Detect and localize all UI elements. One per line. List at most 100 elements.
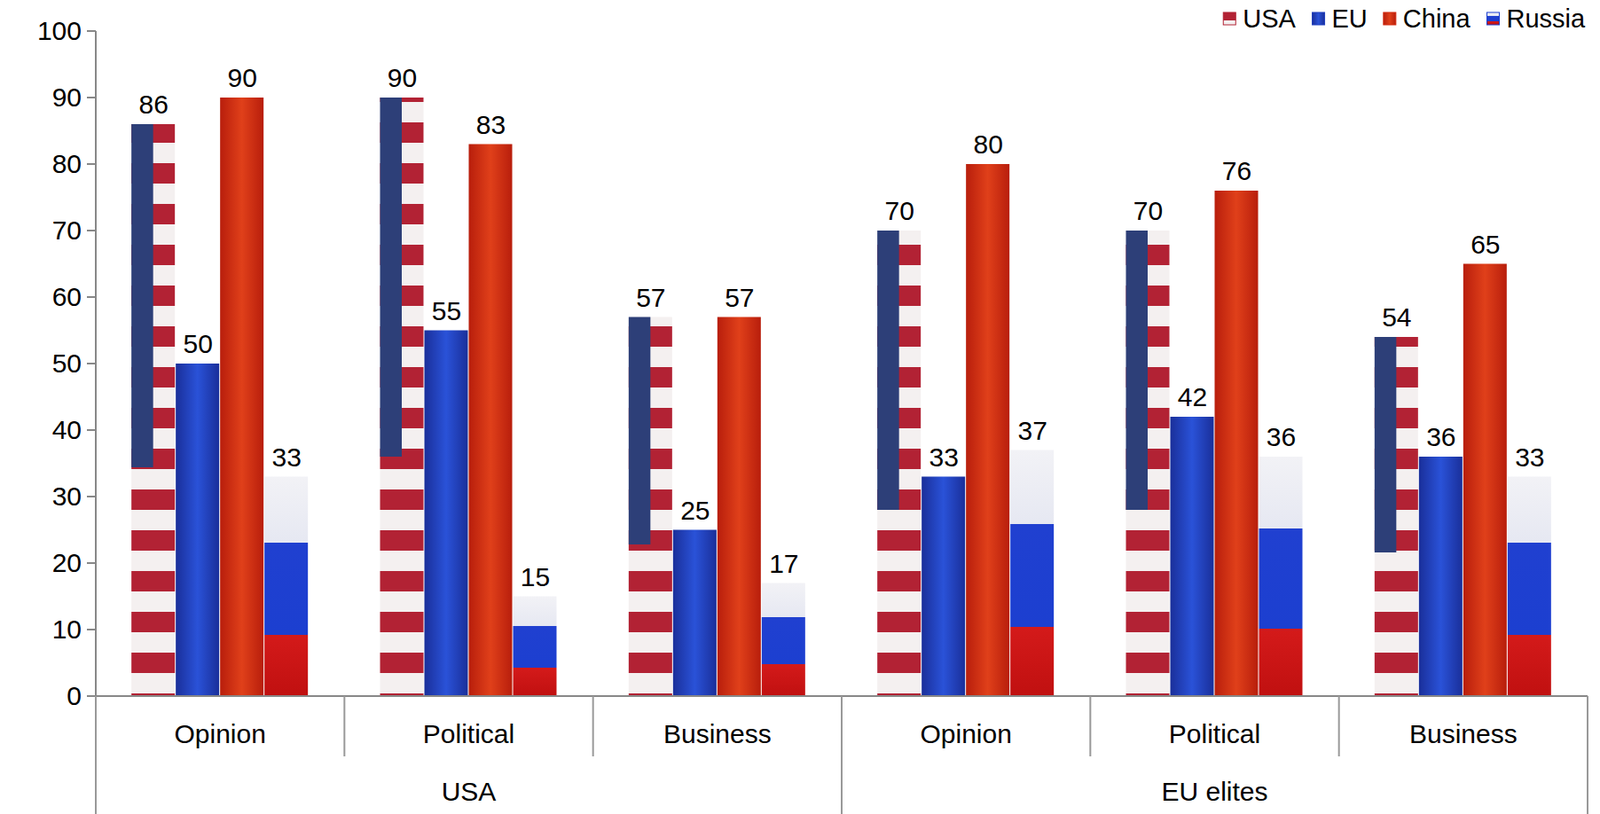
flag-canton xyxy=(1374,337,1397,553)
bar xyxy=(877,230,921,697)
legend: USA EU China Russia xyxy=(1223,4,1586,33)
data-label: 70 xyxy=(1133,196,1163,226)
bar xyxy=(1010,450,1054,698)
bar xyxy=(761,583,806,698)
bar xyxy=(1374,337,1419,697)
bar xyxy=(513,596,557,698)
data-label: 33 xyxy=(271,442,301,472)
bar xyxy=(717,317,761,698)
bar xyxy=(1215,190,1259,697)
category-separator xyxy=(94,696,97,814)
y-tick-label: 80 xyxy=(52,149,82,179)
category-separator xyxy=(1586,696,1589,814)
x-tick-label: Opinion xyxy=(173,719,266,749)
bar xyxy=(131,124,175,697)
data-label: 57 xyxy=(635,282,666,313)
y-tick xyxy=(86,429,96,432)
legend-swatch xyxy=(1383,12,1397,25)
y-tick-label: 0 xyxy=(66,681,82,711)
bars xyxy=(131,97,1552,697)
y-tick-label: 90 xyxy=(52,82,82,112)
bar xyxy=(1507,477,1552,698)
flag-canton xyxy=(877,230,900,510)
flag-canton xyxy=(380,97,403,457)
category-separator xyxy=(343,696,346,757)
x-tick-label: Opinion xyxy=(919,719,1012,749)
x-tick-label: Political xyxy=(423,719,515,749)
bar xyxy=(1419,456,1463,697)
category-separator xyxy=(592,696,595,757)
y-tick xyxy=(86,628,96,631)
legend-swatch xyxy=(1223,12,1236,25)
data-label: 36 xyxy=(1266,422,1296,452)
y-tick-label: 70 xyxy=(52,215,82,245)
y-tick xyxy=(86,495,96,498)
bar xyxy=(921,477,965,698)
y-tick xyxy=(86,229,96,232)
x-tick-label: Business xyxy=(663,719,772,749)
legend-label: EU xyxy=(1332,4,1368,33)
y-tick xyxy=(86,296,96,299)
data-label: 17 xyxy=(768,549,799,579)
data-label: 76 xyxy=(1222,156,1252,186)
data-labels: 8690577070545055253342369083578076653315… xyxy=(138,62,1545,592)
y-tick-label: 30 xyxy=(52,481,82,511)
y-tick-label: 40 xyxy=(52,415,82,445)
y-tick-label: 50 xyxy=(52,348,82,378)
legend-swatch xyxy=(1486,12,1499,25)
data-label: 65 xyxy=(1470,229,1500,259)
bar xyxy=(264,477,308,698)
y-tick xyxy=(86,163,96,165)
data-label: 33 xyxy=(1514,442,1545,472)
flag-canton xyxy=(131,124,154,468)
data-label: 90 xyxy=(227,62,257,93)
data-label: 80 xyxy=(972,129,1003,159)
legend-label: Russia xyxy=(1505,4,1586,33)
bar xyxy=(469,144,513,698)
y-tick xyxy=(86,695,96,698)
bar xyxy=(1259,456,1303,697)
group-label: EU elites xyxy=(1160,776,1268,807)
category-separator xyxy=(840,696,843,814)
bar xyxy=(424,330,469,698)
group-label: USA xyxy=(441,776,497,807)
category-separator xyxy=(1338,696,1341,757)
y-tick-label: 100 xyxy=(37,15,82,46)
flag-canton xyxy=(628,317,651,546)
bar xyxy=(965,164,1010,697)
bar xyxy=(1126,230,1170,697)
y-tick xyxy=(86,30,96,32)
y-tick xyxy=(86,562,96,565)
data-label: 15 xyxy=(520,562,550,592)
y-tick-label: 10 xyxy=(52,614,82,644)
chart: 0102030405060708090100869057707054505525… xyxy=(0,0,1600,814)
data-label: 36 xyxy=(1426,422,1456,452)
data-label: 86 xyxy=(138,89,168,119)
y-tick-label: 20 xyxy=(52,548,82,578)
legend-label: China xyxy=(1403,4,1472,33)
y-tick xyxy=(86,362,96,365)
bar xyxy=(219,97,264,697)
data-label: 33 xyxy=(928,442,958,472)
x-tick-label: Business xyxy=(1409,719,1518,749)
bar xyxy=(380,97,424,697)
data-label: 37 xyxy=(1017,415,1047,446)
data-label: 55 xyxy=(431,296,462,326)
data-label: 90 xyxy=(387,62,417,93)
y-tick-label: 60 xyxy=(52,282,82,312)
data-label: 42 xyxy=(1177,382,1208,412)
bar xyxy=(1170,416,1215,697)
legend-label: USA xyxy=(1242,4,1296,33)
data-label: 57 xyxy=(724,282,754,313)
legend-swatch xyxy=(1312,12,1326,25)
x-tick-label: Political xyxy=(1168,719,1261,749)
bar xyxy=(1463,264,1507,698)
data-label: 83 xyxy=(476,109,506,140)
bar xyxy=(628,317,673,698)
category-separator xyxy=(1089,696,1091,757)
y-tick xyxy=(86,96,96,99)
data-label: 54 xyxy=(1381,302,1412,332)
data-label: 25 xyxy=(680,495,710,526)
data-label: 50 xyxy=(182,329,212,359)
bar xyxy=(673,530,717,698)
